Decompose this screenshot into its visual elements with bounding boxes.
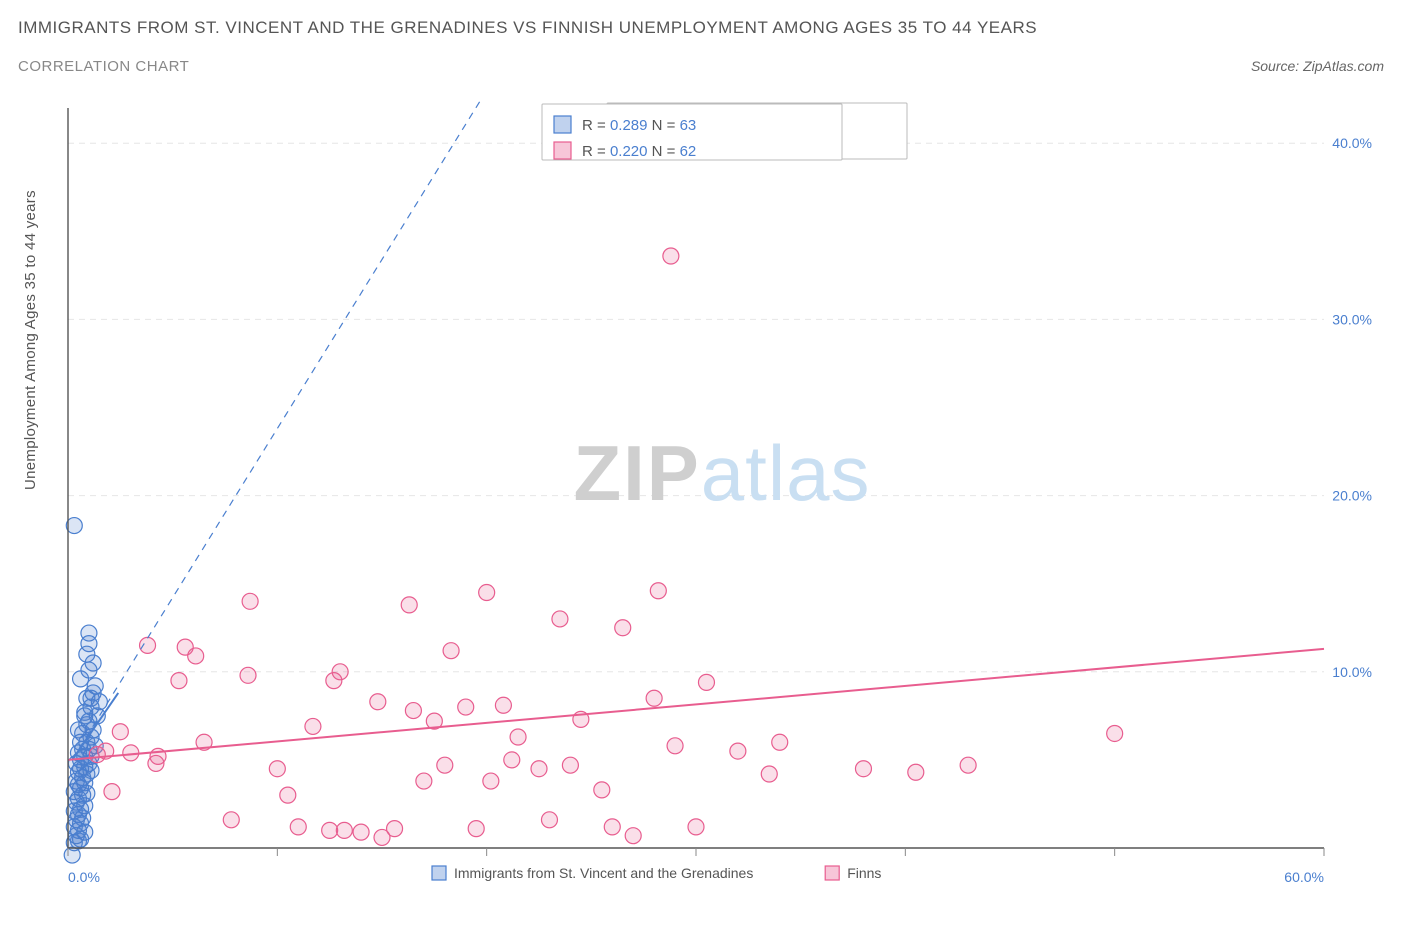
data-point: [177, 639, 193, 655]
data-point: [960, 757, 976, 773]
data-point: [336, 822, 352, 838]
data-point: [305, 718, 321, 734]
data-point: [1107, 725, 1123, 741]
data-point: [437, 757, 453, 773]
y-axis-label: Unemployment Among Ages 35 to 44 years: [22, 190, 39, 490]
trend-line: [68, 649, 1324, 760]
watermark: ZIPatlas: [573, 429, 870, 517]
data-point: [387, 821, 403, 837]
data-point: [280, 787, 296, 803]
source-prefix: Source:: [1251, 58, 1303, 74]
data-point: [223, 812, 239, 828]
data-point: [908, 764, 924, 780]
data-point: [64, 847, 80, 863]
legend-swatch: [432, 866, 446, 880]
legend-swatch: [825, 866, 839, 880]
data-point: [479, 585, 495, 601]
legend-label: Finns: [847, 865, 881, 881]
data-point: [112, 724, 128, 740]
correlation-legend: R = 0.289 N = 63 R = 0.220 N = 62: [542, 104, 842, 160]
data-point: [240, 667, 256, 683]
legend-stat-row: R = 0.220 N = 62: [582, 143, 696, 160]
data-point: [332, 664, 348, 680]
data-point: [458, 699, 474, 715]
data-point: [322, 822, 338, 838]
source-link[interactable]: ZipAtlas.com: [1303, 58, 1384, 74]
data-point: [443, 643, 459, 659]
data-point: [401, 597, 417, 613]
legend-label: Immigrants from St. Vincent and the Gren…: [454, 865, 753, 881]
data-point: [531, 761, 547, 777]
data-point: [688, 819, 704, 835]
data-point: [416, 773, 432, 789]
data-point: [698, 674, 714, 690]
data-point: [594, 782, 610, 798]
data-point: [405, 703, 421, 719]
chart-title: IMMIGRANTS FROM ST. VINCENT AND THE GREN…: [18, 18, 1037, 38]
data-point: [504, 752, 520, 768]
data-point: [140, 637, 156, 653]
scatter-plot: ZIPatlas 0.0% 60.0% 10.0% 20.0% 30.0% 40.0% R =…: [62, 100, 1384, 890]
data-point: [855, 761, 871, 777]
data-point: [650, 583, 666, 599]
data-point: [353, 824, 369, 840]
data-point: [171, 673, 187, 689]
y-tick-label: 40.0%: [1332, 135, 1372, 151]
y-tick-label: 10.0%: [1332, 664, 1372, 680]
data-point: [468, 821, 484, 837]
svg_series: [64, 518, 107, 863]
data-point: [663, 248, 679, 264]
data-point: [242, 593, 258, 609]
data-point: [615, 620, 631, 636]
data-point: [483, 773, 499, 789]
data-point: [552, 611, 568, 627]
y-tick-label: 30.0%: [1332, 311, 1372, 327]
trend-extension: [72, 100, 486, 760]
data-point: [104, 784, 120, 800]
data-point: [646, 690, 662, 706]
data-point: [604, 819, 620, 835]
legend-swatch: [554, 116, 571, 133]
data-point: [269, 761, 285, 777]
data-point: [772, 734, 788, 750]
legend-stat-row: R = 0.289 N = 63: [582, 117, 696, 134]
finns_series: [89, 248, 1122, 845]
data-point: [562, 757, 578, 773]
data-point: [495, 697, 511, 713]
y-tick-label: 20.0%: [1332, 488, 1372, 504]
x-tick-label: 0.0%: [68, 869, 100, 885]
series-legend: Immigrants from St. Vincent and the Gren…: [432, 865, 881, 881]
chart-subtitle: CORRELATION CHART: [18, 58, 189, 75]
legend-swatch: [554, 142, 571, 159]
data-point: [761, 766, 777, 782]
data-point: [667, 738, 683, 754]
data-point: [510, 729, 526, 745]
data-point: [290, 819, 306, 835]
source-attribution: Source: ZipAtlas.com: [1251, 58, 1384, 74]
data-point: [370, 694, 386, 710]
data-point: [89, 747, 105, 763]
data-point: [73, 671, 89, 687]
data-point: [730, 743, 746, 759]
data-point: [625, 828, 641, 844]
data-point: [541, 812, 557, 828]
x-tick-label: 60.0%: [1284, 869, 1324, 885]
